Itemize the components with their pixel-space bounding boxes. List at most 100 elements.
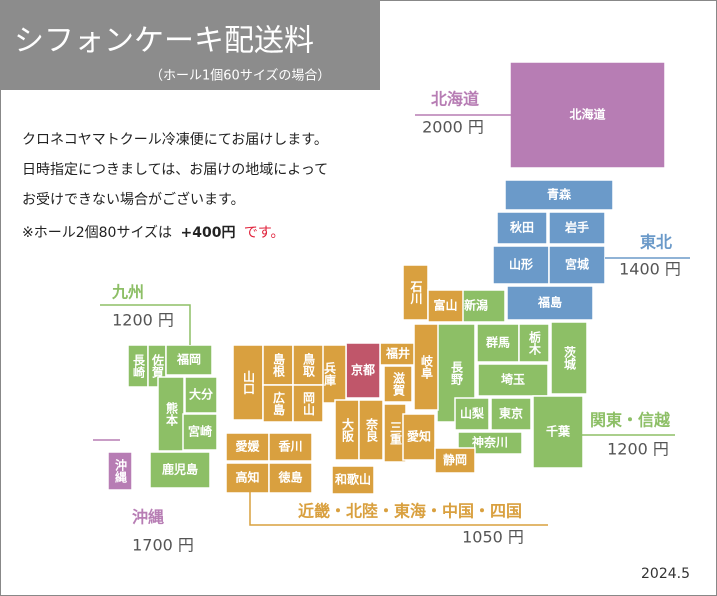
prefecture [509,61,666,169]
prefecture-label: 千葉 [546,424,571,439]
prefecture [184,376,218,414]
region-name: 近畿・北陸・東海・中国・四国 [298,502,522,521]
prefecture-label: 茨城 [563,345,577,371]
region-name: 関東・信越 [590,411,671,430]
prefecture [476,323,520,363]
prefecture-label: 島根 [272,352,286,378]
prefecture [383,365,413,403]
prefecture [548,245,606,285]
prefecture-label: 鳥取 [302,352,316,378]
prefecture [268,462,313,494]
leader-line [249,490,548,526]
prefecture [232,344,264,421]
prefecture [454,397,490,431]
prefecture [506,285,594,321]
prefecture-label: 佐賀 [151,353,165,379]
extra-amount: +400円 [181,225,236,241]
prefecture-label: 兵庫 [323,361,337,387]
header-box [0,0,380,90]
leader-line [100,304,191,345]
region-name: 北海道 [431,90,479,109]
prefecture-label: 宮崎 [188,424,212,439]
prefecture [225,432,270,462]
prefecture [477,363,549,397]
region-price: 1050 円 [462,528,524,547]
prefecture-label: 京都 [351,362,375,377]
prefecture [358,399,384,461]
prefecture-label: 山梨 [460,406,484,421]
prefecture-label: 青森 [547,187,572,202]
prefecture-label: 北海道 [569,107,605,122]
prefecture-label: 長野 [450,360,464,386]
prefecture-label: 山形 [509,257,533,272]
region-price: 1200 円 [112,311,174,330]
prefecture-label: 滋賀 [392,371,406,397]
prefecture-label: 長崎 [132,353,146,379]
region-price: 1200 円 [607,440,669,459]
prefecture-label: 奈良 [365,417,379,443]
prefecture [292,384,324,423]
prefecture-label: 三重 [389,421,403,445]
prefecture [268,432,313,462]
note: お受けできない場合がございます。 [22,191,245,208]
prefecture-label: 石川 [409,280,423,304]
prefecture [532,395,584,469]
prefecture [413,323,439,411]
extra-note: ※ホール2個80サイズは +400円 です。 [22,225,285,241]
prefecture-label: 群馬 [485,335,510,350]
prefecture-label: 新潟 [464,298,488,313]
prefecture-label: 静岡 [443,452,467,467]
extra-suffix: です。 [244,225,285,241]
prefecture-label: 福井 [385,346,410,361]
prefecture-label: 香川 [277,439,302,454]
prefecture-label: 山口 [242,369,256,395]
prefecture [225,462,270,494]
prefecture-label: 栃木 [528,330,542,356]
prefecture-label: 熊本 [165,401,179,427]
prefecture [496,211,548,245]
prefecture-label: 愛媛 [235,439,260,454]
region-name: 沖縄 [132,508,164,527]
prefecture-label: 埼玉 [501,372,525,387]
prefecture-label: 秋田 [510,220,534,235]
region-price: 1700 円 [132,536,194,555]
prefecture-label: 宮城 [565,257,589,272]
prefecture [157,376,185,452]
prefecture [550,321,588,395]
prefecture-label: 富山 [433,298,457,313]
prefecture [490,397,532,431]
region-name: 東北 [640,233,672,252]
prefecture [427,289,464,323]
prefecture-label: 沖縄 [114,458,128,483]
prefecture [402,413,436,461]
prefecture [292,344,324,386]
prefecture [182,413,218,451]
region-price: 2000 円 [422,118,484,137]
prefecture-label: 福島 [537,295,562,310]
prefecture-label: 大阪 [341,417,355,443]
prefecture-label: 岩手 [564,220,589,235]
extra-prefix: ※ホール2個80サイズは [22,225,172,241]
prefecture-label: 高知 [235,470,259,485]
prefecture-label: 鹿児島 [162,462,198,477]
note: 日時指定につきましては、お届けの地域によって [22,162,328,178]
date: 2024.5 [641,566,690,582]
note: クロネコヤマトクール冷凍便にてお届けします。 [22,132,328,148]
title: シフォンケーキ配送料 [14,24,314,59]
prefecture [402,264,429,321]
prefecture-label: 福岡 [176,352,201,367]
prefecture [149,451,211,489]
prefecture [107,451,133,491]
prefecture [504,179,614,211]
prefecture [331,465,375,495]
prefecture-label: 和歌山 [334,472,371,487]
prefecture-label: 神奈川 [472,435,508,450]
prefecture [518,323,550,363]
region-name: 九州 [111,283,144,302]
subtitle: （ホール1個60サイズの場合） [150,68,330,84]
prefecture-label: 東京 [499,406,523,421]
prefecture [492,245,550,285]
prefecture-label: 徳島 [277,470,302,485]
prefecture-label: 広島 [272,390,286,416]
